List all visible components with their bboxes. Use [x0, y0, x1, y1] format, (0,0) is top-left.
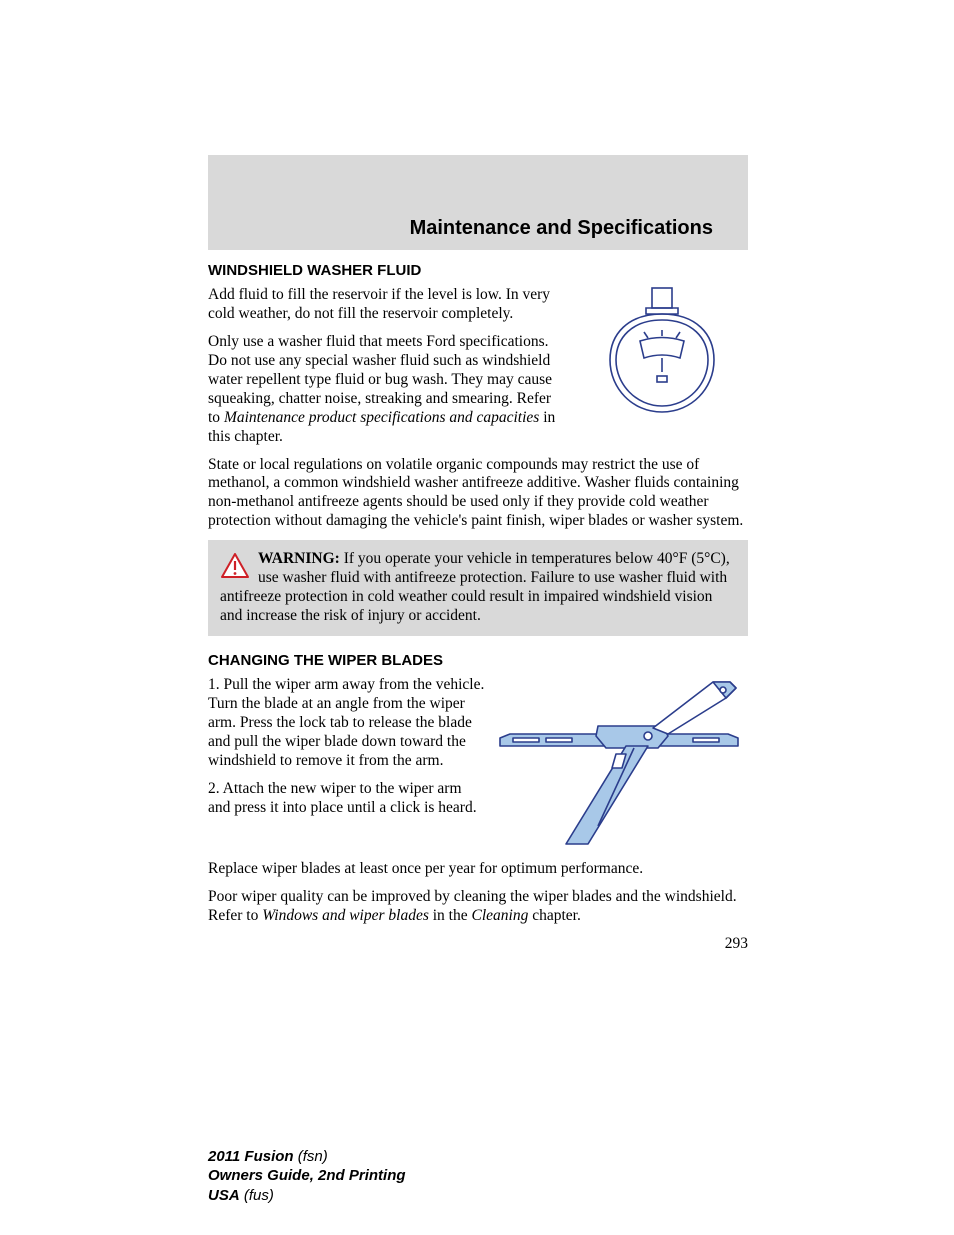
page-number: 293 [208, 935, 748, 954]
warning-box: WARNING: If you operate your vehicle in … [208, 540, 748, 636]
warning-label: WARNING: [258, 550, 340, 567]
wiper-para-3: Replace wiper blades at least once per y… [208, 860, 748, 879]
chapter-header-band: Maintenance and Specifications [208, 155, 748, 250]
manual-page: Maintenance and Specifications WINDSHIEL… [0, 0, 954, 1235]
footer-model: 2011 Fusion [208, 1148, 294, 1165]
wiper-p4-i2: Cleaning [472, 907, 529, 924]
chapter-title: Maintenance and Specifications [410, 217, 713, 240]
footer-line-1: 2011 Fusion (fsn) [208, 1147, 406, 1167]
washer-reservoir-icon [568, 286, 748, 416]
wiper-p4-i1: Windows and wiper blades [262, 907, 429, 924]
warning-triangle-icon [220, 552, 250, 586]
wiper-para-4: Poor wiper quality can be improved by cl… [208, 888, 748, 926]
wiper-illustration [498, 676, 748, 852]
footer-code2: (fus) [240, 1187, 274, 1204]
footer-line-3: USA (fus) [208, 1186, 406, 1206]
section-heading-washer-fluid: WINDSHIELD WASHER FLUID [208, 262, 748, 280]
body-content: WINDSHIELD WASHER FLUID [208, 262, 748, 954]
section-heading-wiper-blades: CHANGING THE WIPER BLADES [208, 652, 748, 670]
wiper-p4-c: chapter. [528, 907, 581, 924]
footer-code1: (fsn) [294, 1148, 328, 1165]
footer-line-2: Owners Guide, 2nd Printing [208, 1166, 406, 1186]
footer: 2011 Fusion (fsn) Owners Guide, 2nd Prin… [208, 1147, 406, 1206]
wiper-p4-b: in the [429, 907, 472, 924]
reservoir-illustration [568, 286, 748, 422]
washer-para-3: State or local regulations on volatile o… [208, 456, 748, 532]
washer-p2-italic: Maintenance product specifications and c… [224, 409, 539, 426]
warning-text: WARNING: If you operate your vehicle in … [220, 550, 730, 624]
footer-region: USA [208, 1187, 240, 1204]
wiper-blade-icon [498, 676, 748, 846]
